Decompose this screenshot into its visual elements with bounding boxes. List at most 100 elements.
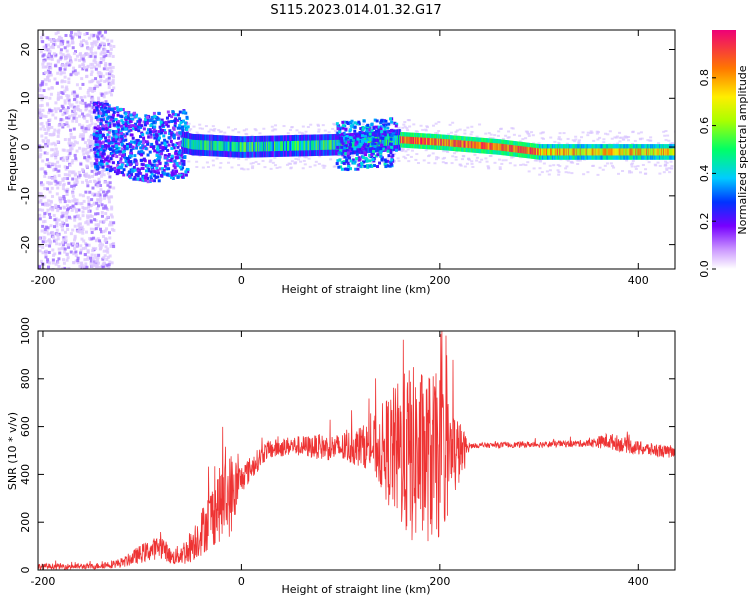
spectral-cell [125, 156, 129, 160]
noise-cell [107, 86, 111, 90]
ridge-core-cell [476, 141, 479, 149]
noise-cell [88, 135, 92, 139]
noise-cell [47, 87, 51, 91]
noise-cell [94, 61, 98, 65]
spectral-cell [181, 166, 185, 170]
ridge-core-cell [275, 141, 277, 152]
noise-cell [112, 45, 116, 49]
ridge-core-cell [211, 140, 214, 151]
halo-cell [637, 132, 641, 135]
noise-cell [112, 186, 116, 190]
noise-cell [56, 181, 60, 185]
spectral-cell [376, 153, 380, 157]
ridge-core-cell [415, 137, 417, 145]
ridge-core-cell [503, 144, 505, 152]
ridge-core-cell [526, 146, 528, 154]
halo-cell [425, 125, 429, 128]
ridge-core-cell [320, 140, 323, 150]
noise-cell [62, 71, 66, 75]
spectral-cell [146, 128, 150, 132]
spectral-cell [119, 157, 123, 161]
halo-cell [454, 130, 458, 133]
noise-cell [78, 86, 82, 90]
ridge-core-cell [473, 141, 476, 149]
noise-cell [60, 211, 64, 215]
spectral-cell [152, 133, 156, 137]
halo-cell [570, 160, 574, 163]
noise-cell [38, 244, 42, 248]
ridge-core-cell [274, 141, 276, 152]
halo-cell [406, 119, 410, 122]
noise-cell [107, 263, 111, 267]
noise-cell [90, 116, 94, 120]
spectral-cell [139, 140, 143, 144]
noise-cell [49, 181, 53, 185]
halo-cell [237, 164, 241, 167]
ridge-core-cell [444, 139, 447, 147]
halo-cell [557, 136, 561, 139]
ridge-core-cell [189, 139, 192, 149]
spectral-cell [148, 119, 152, 123]
halo-cell [526, 130, 530, 133]
ridge-core-cell [480, 142, 483, 150]
spectral-cell [97, 111, 101, 115]
noise-cell [65, 223, 69, 227]
ridge-core-cell [254, 141, 256, 152]
ridge-core-cell [572, 148, 575, 156]
y-tick-label: -20 [19, 236, 32, 254]
spectral-cell [341, 124, 345, 128]
y-tick-label: -10 [19, 187, 32, 205]
noise-cell [70, 208, 74, 212]
halo-cell [295, 129, 299, 132]
noise-cell [43, 240, 47, 244]
halo-cell [669, 160, 673, 163]
noise-cell [68, 151, 72, 155]
noise-cell [85, 172, 89, 176]
noise-cell [67, 98, 71, 102]
halo-cell [508, 162, 512, 165]
halo-cell [198, 123, 202, 126]
noise-cell [77, 224, 81, 228]
ridge-core-cell [277, 141, 279, 152]
halo-cell [562, 132, 566, 135]
ridge-core-cell [632, 148, 634, 156]
halo-cell [272, 128, 276, 131]
noise-cell [111, 80, 115, 84]
spectral-cell [110, 141, 114, 145]
ridge-core-cell [256, 141, 258, 152]
halo-cell [558, 165, 562, 168]
ridge-core-cell [663, 148, 665, 156]
noise-cell [57, 218, 61, 222]
noise-cell [110, 207, 114, 211]
spectral-cell [107, 107, 111, 111]
ridge-core-cell [543, 148, 545, 156]
ridge-core-cell [194, 139, 197, 150]
ridge-core-cell [198, 140, 201, 150]
noise-cell [111, 54, 115, 58]
spectral-cell [111, 108, 115, 112]
noise-cell [108, 90, 112, 94]
halo-cell [612, 166, 616, 169]
spectral-cell [103, 104, 107, 108]
noise-cell [45, 121, 49, 125]
noise-cell [38, 94, 42, 98]
spectral-cell [152, 128, 156, 132]
spectral-cell [101, 134, 105, 138]
spectral-cell [160, 152, 164, 156]
noise-cell [83, 32, 87, 36]
noise-cell [87, 199, 91, 203]
spectral-cell [117, 120, 121, 124]
spectral-cell [342, 161, 346, 165]
noise-cell [88, 144, 92, 148]
spectral-cell [384, 165, 388, 169]
noise-cell [65, 116, 69, 120]
noise-cell [38, 110, 42, 114]
noise-cell [69, 30, 73, 34]
halo-cell [212, 129, 216, 132]
spectral-cell [173, 166, 177, 170]
spectral-cell [372, 126, 376, 130]
noise-cell [65, 212, 69, 216]
halo-cell [435, 156, 439, 159]
